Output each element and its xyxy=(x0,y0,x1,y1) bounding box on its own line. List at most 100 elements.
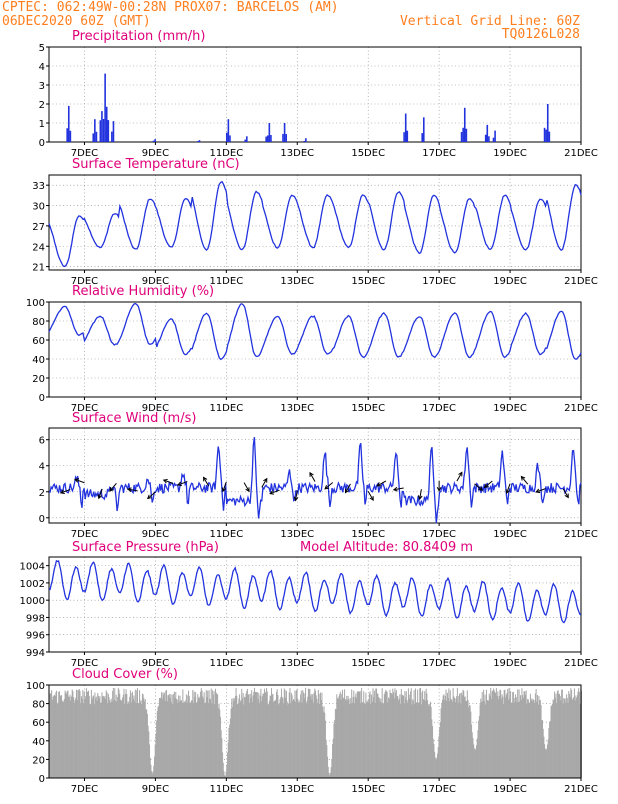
cloud-bar xyxy=(426,693,428,778)
precip-bar xyxy=(460,132,463,142)
cloud-bar xyxy=(540,705,542,778)
cloud-bar xyxy=(68,696,70,778)
cloud-bar xyxy=(146,709,148,778)
cloud-bar xyxy=(466,690,468,778)
cloud-bar xyxy=(292,700,294,778)
cloud-bar xyxy=(80,704,82,778)
cloud-bar xyxy=(385,689,387,778)
cloud-bar xyxy=(94,692,96,778)
cloud-bar xyxy=(200,688,202,778)
precip-bar xyxy=(268,123,271,142)
cloud-bar xyxy=(507,688,509,778)
cloud-bar xyxy=(371,701,373,778)
y-tick-label: 20 xyxy=(32,755,45,766)
cloud-cover-panel: 0 20 40 60 80 100 7DEC 9DEC 11DEC 13DEC 15DEC 17DEC… xyxy=(26,667,598,795)
cloud-bar xyxy=(476,745,478,778)
cloud-bar xyxy=(415,688,417,778)
cloud-bar xyxy=(82,689,84,778)
cloud-bar xyxy=(324,712,326,778)
cloud-bar xyxy=(354,703,356,778)
cloud-bar xyxy=(511,702,513,778)
cloud-bar xyxy=(417,689,419,778)
cloud-bar xyxy=(558,693,560,778)
cloud-bar xyxy=(432,738,434,778)
cloud-bar xyxy=(133,695,135,778)
cloud-bar xyxy=(355,693,357,778)
cloud-bar xyxy=(321,692,323,778)
cloud-bar xyxy=(441,699,443,778)
cloud-bar xyxy=(554,697,556,778)
cloud-bar xyxy=(357,691,359,778)
cloud-bar xyxy=(280,696,282,778)
cloud-bar xyxy=(432,725,434,778)
x-tick-label: 11DEC xyxy=(209,658,243,669)
wind-arrow-head xyxy=(146,494,152,500)
cloud-bar xyxy=(484,694,486,778)
cloud-bar xyxy=(454,702,456,778)
cloud-bar xyxy=(58,691,60,778)
cloud-bar xyxy=(281,696,283,778)
cloud-bar xyxy=(50,693,52,778)
cloud-bar xyxy=(392,688,394,778)
cloud-bar xyxy=(225,771,227,778)
cloud-bar xyxy=(458,696,460,778)
wind-arrow-head xyxy=(535,488,541,494)
cloud-bar xyxy=(78,689,80,778)
cloud-bar xyxy=(290,692,292,778)
cloud-bar xyxy=(472,738,474,778)
cloud-bar xyxy=(333,723,335,778)
cloud-bar xyxy=(268,700,270,778)
cloud-bar xyxy=(157,706,159,778)
y-tick-label: 2 xyxy=(39,488,45,499)
cloud-bar xyxy=(499,689,501,778)
cloud-bar xyxy=(217,707,219,778)
cloud-bar xyxy=(151,771,153,778)
cloud-bar xyxy=(278,703,280,778)
cloud-bar xyxy=(120,700,122,778)
x-tick-label: 11DEC xyxy=(209,784,243,795)
cloud-bar xyxy=(99,696,101,778)
cloud-bar xyxy=(347,695,349,778)
cloud-bar xyxy=(66,693,68,778)
cloud-bar xyxy=(71,689,73,778)
cloud-bar xyxy=(329,772,331,778)
cloud-bar xyxy=(512,691,514,778)
cloud-bar xyxy=(252,695,254,778)
cloud-bar xyxy=(518,689,520,778)
x-tick-label: 15DEC xyxy=(351,276,385,287)
cloud-bar xyxy=(420,704,422,778)
x-tick-label: 19DEC xyxy=(493,784,527,795)
cloud-bar xyxy=(138,703,140,778)
cloud-bar xyxy=(84,698,86,778)
cloud-bar xyxy=(439,727,441,778)
precip-bar xyxy=(305,138,307,142)
cloud-bar xyxy=(509,697,511,778)
cloud-bar xyxy=(485,704,487,778)
cloud-bar xyxy=(419,687,421,778)
cloud-bar xyxy=(169,698,171,778)
cloud-bar xyxy=(300,690,302,778)
cloud-bar xyxy=(397,700,400,778)
header: CPTEC: 062:49W-00:28N PROX07: BARCELOS (… xyxy=(2,0,580,42)
cloud-bar xyxy=(483,701,485,778)
cloud-bar xyxy=(131,702,133,778)
cloud-bar xyxy=(504,689,506,778)
cloud-bar xyxy=(61,695,63,778)
cloud-bar xyxy=(419,688,421,778)
cloud-bar xyxy=(414,703,416,778)
precip-bar xyxy=(101,111,103,142)
cloud-bar xyxy=(54,696,56,778)
cloud-bar xyxy=(189,702,191,778)
cloud-bar xyxy=(573,697,575,778)
cloud-bar xyxy=(305,703,307,778)
wind-arrow-head xyxy=(458,471,463,477)
cloud-bar xyxy=(492,690,494,778)
cloud-bar xyxy=(136,690,138,778)
cloud-bar xyxy=(404,691,406,778)
cloud-bar xyxy=(211,703,213,778)
cloud-bar xyxy=(219,709,221,778)
cloud-bar xyxy=(217,694,219,778)
cloud-bar xyxy=(192,689,194,778)
precipitation-panel: 0 1 2 3 4 5 7DEC 9DEC 11DEC 13DEC 15DEC 17DEC 19DEC 2… xyxy=(39,29,598,159)
cloud-bar xyxy=(53,694,55,778)
